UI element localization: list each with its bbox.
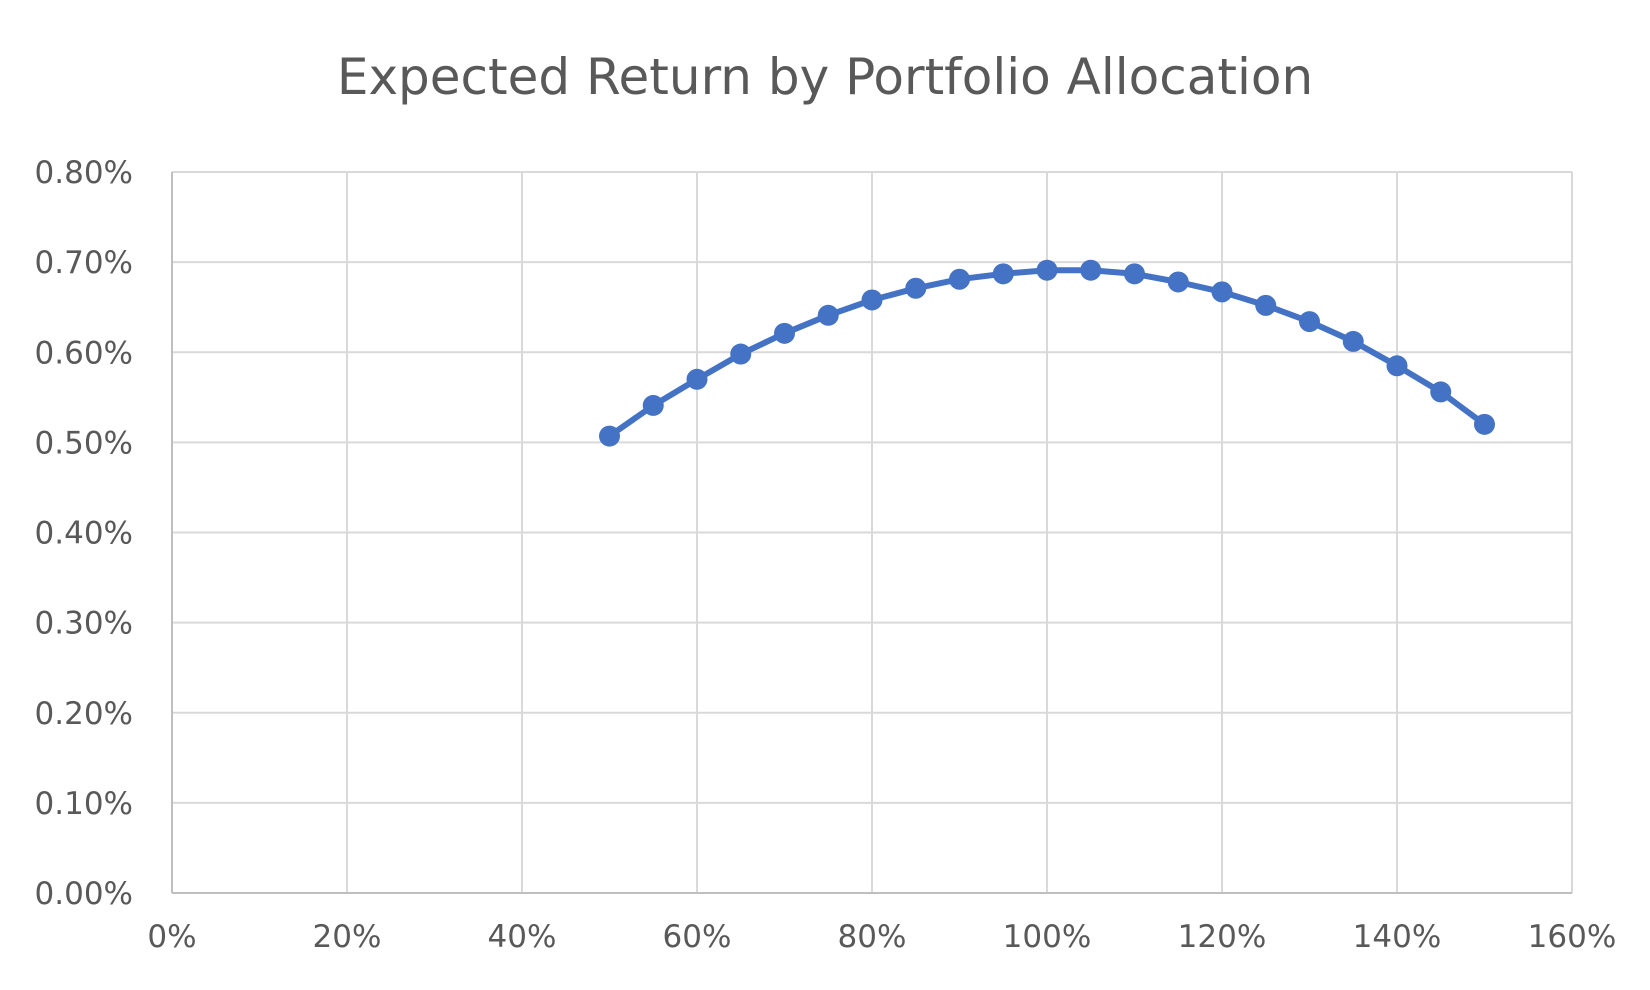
y-tick-label: 0.40%: [35, 516, 133, 552]
data-point: [1080, 259, 1102, 281]
data-point: [949, 268, 970, 290]
data-point: [992, 263, 1014, 285]
data-point: [599, 425, 620, 447]
data-point: [861, 289, 883, 311]
x-tick-label: 140%: [1353, 919, 1442, 955]
y-tick-label: 0.30%: [35, 606, 133, 642]
data-point: [1474, 413, 1495, 435]
data-point: [1299, 311, 1320, 333]
data-point: [817, 304, 839, 326]
data-point: [1124, 263, 1145, 285]
y-axis-tick-labels: 0.00% 0.10% 0.20% 0.30% 0.40% 0.50% 0.60% 0.70%…: [35, 155, 133, 912]
axes: [171, 172, 1572, 894]
data-point: [1167, 271, 1189, 293]
data-point: [1386, 355, 1408, 377]
series: [599, 259, 1495, 447]
x-tick-label: 80%: [838, 919, 907, 955]
y-tick-label: 0.70%: [35, 245, 133, 281]
x-tick-label: 0%: [147, 919, 196, 955]
data-point: [774, 322, 795, 344]
data-point: [730, 343, 752, 365]
data-point: [1036, 259, 1058, 281]
data-point: [642, 394, 664, 416]
y-tick-label: 0.00%: [35, 876, 133, 912]
data-point: [1255, 294, 1277, 316]
data-point: [1430, 381, 1452, 403]
x-tick-label: 100%: [1003, 919, 1092, 955]
data-point: [1211, 281, 1233, 303]
x-tick-label: 160%: [1528, 919, 1617, 955]
chart-title: Expected Return by Portfolio Allocation: [337, 48, 1313, 106]
data-point: [1342, 330, 1364, 352]
x-tick-label: 120%: [1178, 919, 1267, 955]
x-tick-label: 60%: [663, 919, 732, 955]
x-tick-label: 40%: [488, 919, 557, 955]
y-tick-label: 0.80%: [35, 155, 133, 191]
data-point: [686, 368, 708, 390]
x-tick-label: 20%: [313, 919, 382, 955]
y-tick-label: 0.20%: [35, 696, 133, 732]
grid: [172, 171, 1573, 893]
y-tick-label: 0.60%: [35, 335, 133, 371]
x-axis-tick-labels: 0% 20% 40% 60% 80% 100% 120% 140% 160%: [147, 919, 1616, 955]
data-point: [905, 277, 927, 299]
y-tick-label: 0.50%: [35, 425, 133, 461]
y-tick-label: 0.10%: [35, 786, 133, 822]
